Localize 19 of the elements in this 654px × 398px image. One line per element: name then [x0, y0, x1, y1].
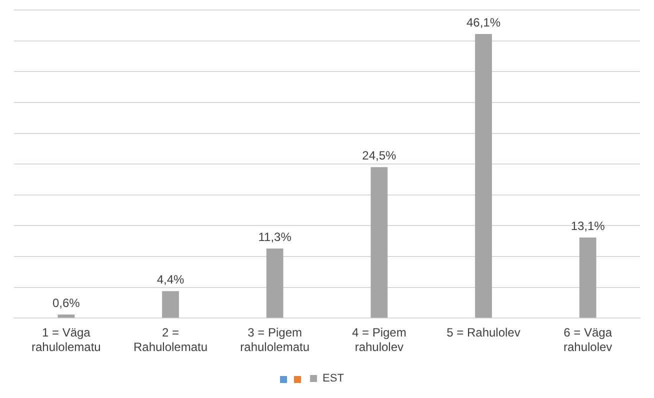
data-label: 13,1% [570, 218, 606, 233]
bar [58, 314, 75, 318]
x-tick-label: 2 = Rahulolematu [133, 326, 208, 354]
x-tick-label: 4 = Pigem rahulolev [352, 326, 406, 354]
x-tick-label: 5 = Rahulolev [446, 326, 520, 340]
bar [370, 167, 388, 318]
data-label: 4,4% [156, 272, 184, 286]
data-label: 0,6% [52, 296, 80, 310]
x-tick-label: 1 = Väga rahulolematu [31, 326, 101, 354]
bar [162, 291, 179, 318]
x-tick-label: 3 = Pigem rahulolematu [240, 326, 310, 354]
bar [579, 237, 596, 318]
data-label: 46,1% [466, 15, 501, 30]
x-tick-label: 6 = Väga rahulolev [563, 326, 612, 354]
bar [475, 34, 492, 318]
bar [266, 248, 284, 318]
data-label: 24,5% [362, 148, 397, 162]
legend-label: EST [322, 372, 344, 385]
data-label: 11,3% [258, 230, 292, 244]
